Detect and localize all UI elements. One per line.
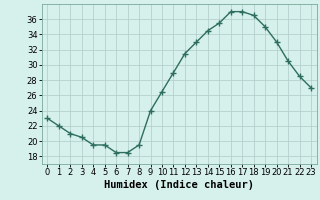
- X-axis label: Humidex (Indice chaleur): Humidex (Indice chaleur): [104, 180, 254, 190]
